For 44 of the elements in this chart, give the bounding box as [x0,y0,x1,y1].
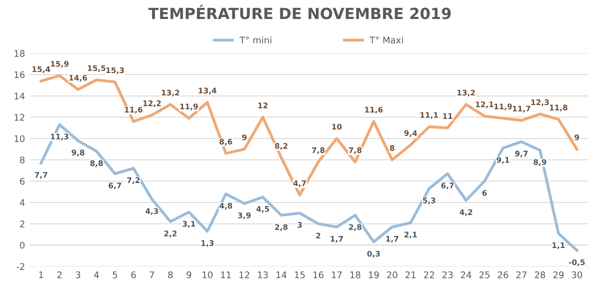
legend-label: T° mini [240,36,272,44]
x-tick-label: 11 [221,272,231,278]
legend-label: T° Maxi [370,36,403,44]
y-tick-label: 4 [20,199,25,206]
y-tick-label: 8 [20,156,25,164]
y-tick-label: 6 [20,178,25,185]
x-tick-label: 29 [553,271,564,278]
x-tick-label: 28 [534,271,546,278]
x-tick-label: 24 [460,271,472,278]
x-tick-label: 25 [479,271,490,278]
x-tick-label: 21 [406,271,416,278]
x-tick-label: 22 [424,271,434,278]
x-tick-label: 3 [76,271,80,278]
x-tick-label: 13 [258,271,268,278]
y-tick-label: 14 [14,92,25,100]
x-tick-label: 18 [350,271,360,278]
y-tick-label: 16 [14,71,25,78]
x-tick-label: 1 [39,272,44,278]
x-tick-label: 2 [57,271,62,278]
x-tick-label: 14 [276,272,287,278]
x-tick-label: 9 [186,271,192,278]
x-tick-label: 16 [313,271,324,278]
x-tick-label: 17 [332,272,342,278]
y-tick-label: 10 [14,135,25,142]
x-tick-label: 15 [295,272,305,278]
x-tick-label: 26 [498,271,508,278]
x-tick-label: 20 [387,271,398,278]
x-tick-label: 10 [202,271,213,278]
x-tick-label: 12 [240,271,250,278]
x-tick-label: 19 [368,271,379,278]
y-tick-label: 2 [20,220,24,228]
x-tick-label: 4 [94,272,99,278]
y-tick-label: 0 [20,242,25,249]
x-tick-label: 8 [168,271,173,278]
x-tick-label: 27 [516,271,526,278]
x-tick-label: 30 [572,271,582,278]
x-tick-label: 7 [150,272,154,278]
x-tick-label: 23 [442,271,453,278]
y-tick-label: 18 [14,50,25,57]
y-tick-label: 12 [14,114,24,121]
x-tick-label: 6 [131,271,136,278]
y-tick-label: -2 [16,263,24,270]
x-tick-label: 5 [112,272,118,278]
chart-title: TEMPÉRATURE DE NOVEMBRE 2019 [148,4,451,20]
